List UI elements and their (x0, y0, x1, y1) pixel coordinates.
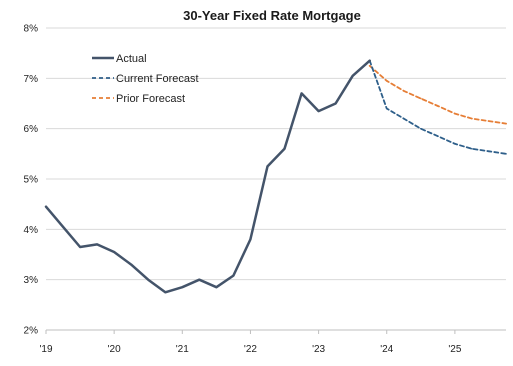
data-point (266, 165, 269, 168)
data-point (437, 135, 439, 138)
data-point (420, 97, 422, 100)
x-tick-label: '24 (380, 344, 393, 355)
series-line-prior-forecast (368, 64, 507, 125)
data-point (385, 80, 388, 82)
series-line-current-forecast (368, 59, 507, 155)
data-point (300, 92, 303, 95)
data-point (45, 205, 47, 208)
data-point (198, 278, 201, 281)
data-point (385, 107, 388, 110)
data-point (437, 105, 439, 107)
legend-label-current-forecast: Current Forecast (116, 73, 199, 85)
series-line-actual (44, 59, 371, 294)
y-tick-label: 7% (24, 74, 39, 85)
data-point (334, 102, 337, 105)
data-point (147, 278, 150, 281)
data-point (368, 59, 371, 62)
data-point (368, 64, 371, 67)
data-point (505, 153, 507, 155)
grid (46, 27, 506, 331)
x-tick-label: '19 (39, 344, 52, 355)
data-point (505, 122, 507, 125)
series-lines (44, 59, 507, 294)
y-tick-label: 2% (24, 326, 39, 337)
data-point (164, 291, 167, 294)
data-point (351, 75, 354, 77)
x-tick-label: '20 (108, 344, 121, 355)
data-point (402, 90, 405, 92)
y-tick-label: 6% (24, 124, 39, 135)
chart-title: 30-Year Fixed Rate Mortgage (183, 8, 361, 23)
x-tick-label: '25 (448, 344, 461, 355)
legend-label-actual: Actual (116, 53, 147, 65)
y-tick-label: 4% (24, 225, 39, 236)
data-point (232, 274, 235, 277)
data-point (249, 238, 252, 241)
x-tick-label: '21 (176, 344, 189, 355)
legend-label-prior-forecast: Prior Forecast (116, 93, 185, 105)
data-point (454, 142, 456, 145)
data-point (471, 148, 473, 150)
x-tick-label: '23 (312, 344, 325, 355)
data-point (62, 226, 64, 228)
data-point (420, 127, 422, 130)
data-point (402, 117, 405, 120)
data-point (283, 148, 286, 150)
x-axis-ticks: '19 '20 '21 '22 '23 '24 '25 (39, 330, 462, 355)
data-point (488, 150, 490, 153)
data-point (215, 286, 218, 289)
data-point (130, 263, 132, 266)
y-tick-label: 5% (24, 175, 39, 186)
y-tick-label: 8% (24, 24, 39, 35)
data-point (317, 110, 320, 112)
data-point (79, 246, 81, 248)
data-point (454, 112, 456, 115)
x-tick-label: '22 (244, 344, 257, 355)
legend: Actual Current Forecast Prior Forecast (92, 53, 199, 105)
data-point (96, 243, 98, 246)
data-point (488, 120, 490, 122)
data-point (113, 251, 115, 253)
data-point (471, 117, 473, 120)
y-tick-label: 3% (24, 275, 39, 286)
data-point (181, 286, 184, 289)
y-axis-ticks: 2% 3% 4% 5% 6% 7% 8% (24, 24, 39, 337)
